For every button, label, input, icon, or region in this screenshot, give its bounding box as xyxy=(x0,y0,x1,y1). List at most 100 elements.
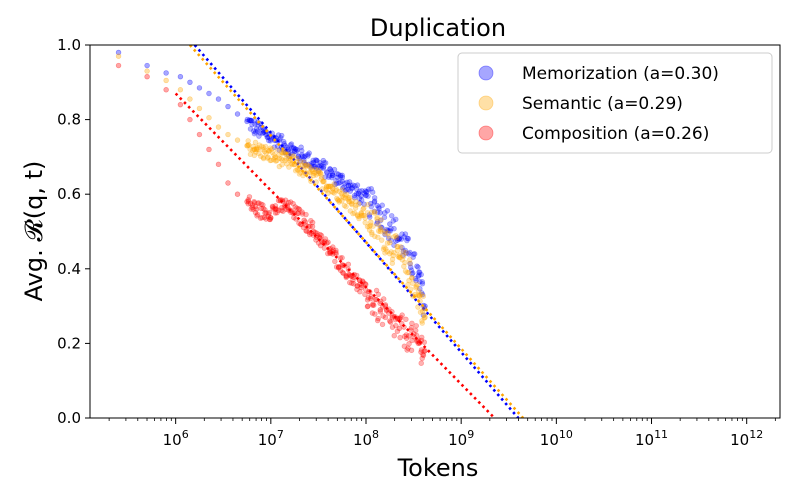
data-point xyxy=(334,180,340,186)
data-point xyxy=(323,183,330,189)
data-point xyxy=(327,166,333,172)
data-point xyxy=(329,183,335,190)
y-tick-label: 0.2 xyxy=(57,334,81,352)
data-point xyxy=(256,133,262,139)
data-point xyxy=(265,154,271,160)
data-point xyxy=(115,62,122,69)
data-point xyxy=(381,296,387,302)
data-point xyxy=(363,192,369,198)
data-point xyxy=(248,118,254,124)
data-point xyxy=(368,293,374,300)
data-point xyxy=(252,121,258,127)
data-point xyxy=(244,142,251,149)
data-point xyxy=(309,167,315,173)
data-point xyxy=(268,215,274,221)
data-point xyxy=(410,270,416,276)
data-point xyxy=(402,247,409,254)
data-point xyxy=(357,200,363,206)
data-point xyxy=(250,147,256,154)
data-point xyxy=(360,206,366,212)
data-point xyxy=(347,194,353,201)
legend-marker xyxy=(478,95,494,111)
data-point xyxy=(271,157,277,163)
data-point xyxy=(291,145,297,151)
data-point xyxy=(400,252,406,259)
data-point xyxy=(317,170,323,176)
data-point xyxy=(316,163,322,170)
data-point xyxy=(416,292,423,299)
data-point xyxy=(282,197,289,203)
data-point xyxy=(258,153,264,159)
data-point xyxy=(331,181,337,187)
data-point xyxy=(272,154,278,161)
data-point xyxy=(336,199,342,205)
data-point xyxy=(278,132,285,139)
data-point xyxy=(245,201,251,207)
data-point xyxy=(305,153,311,159)
data-point xyxy=(267,215,274,221)
data-point xyxy=(303,211,309,218)
data-point xyxy=(373,287,380,294)
data-point xyxy=(300,153,306,160)
data-point xyxy=(303,228,309,234)
data-point xyxy=(419,290,425,296)
data-point xyxy=(335,197,341,203)
data-point xyxy=(415,292,422,298)
data-point xyxy=(372,233,378,240)
fit-line xyxy=(174,92,496,418)
data-point xyxy=(272,206,279,212)
data-point xyxy=(273,206,280,212)
data-point xyxy=(329,172,336,178)
x-tick-label: 1011 xyxy=(635,428,668,449)
data-point xyxy=(345,182,351,189)
data-point xyxy=(293,146,299,152)
data-point xyxy=(282,157,288,164)
data-point xyxy=(364,188,370,195)
data-point xyxy=(422,314,428,320)
data-point xyxy=(398,314,404,321)
data-point xyxy=(327,183,333,189)
data-point xyxy=(263,150,269,156)
data-point xyxy=(281,138,287,145)
data-point xyxy=(206,90,212,97)
data-point xyxy=(283,155,290,161)
data-point xyxy=(312,163,318,169)
data-point xyxy=(325,190,331,196)
data-point xyxy=(302,153,308,159)
data-point xyxy=(403,332,410,338)
data-point xyxy=(404,237,410,244)
data-point xyxy=(253,149,259,155)
data-point xyxy=(275,132,282,138)
data-point xyxy=(349,185,355,192)
data-point xyxy=(421,312,428,318)
data-point xyxy=(245,142,251,148)
data-point xyxy=(364,223,371,230)
data-point xyxy=(367,222,374,229)
data-point xyxy=(246,117,253,123)
data-point xyxy=(308,217,314,224)
data-point xyxy=(322,160,329,166)
data-point xyxy=(323,184,330,190)
data-point xyxy=(278,207,285,214)
data-point xyxy=(375,221,381,228)
data-point xyxy=(324,169,330,175)
data-point xyxy=(354,286,360,293)
data-point xyxy=(331,166,338,173)
data-point xyxy=(333,264,340,270)
data-point xyxy=(327,166,333,173)
data-point xyxy=(403,316,409,323)
data-point xyxy=(313,172,320,178)
data-point xyxy=(395,244,401,250)
data-point xyxy=(276,147,282,153)
data-point xyxy=(342,192,348,198)
data-point xyxy=(259,146,266,153)
data-point xyxy=(414,263,420,269)
data-point xyxy=(418,271,424,278)
data-point xyxy=(314,157,320,164)
data-point xyxy=(327,183,334,190)
data-point xyxy=(321,160,327,166)
data-point xyxy=(358,211,365,217)
data-point xyxy=(353,186,360,192)
data-point xyxy=(391,242,397,248)
data-point xyxy=(389,260,396,266)
